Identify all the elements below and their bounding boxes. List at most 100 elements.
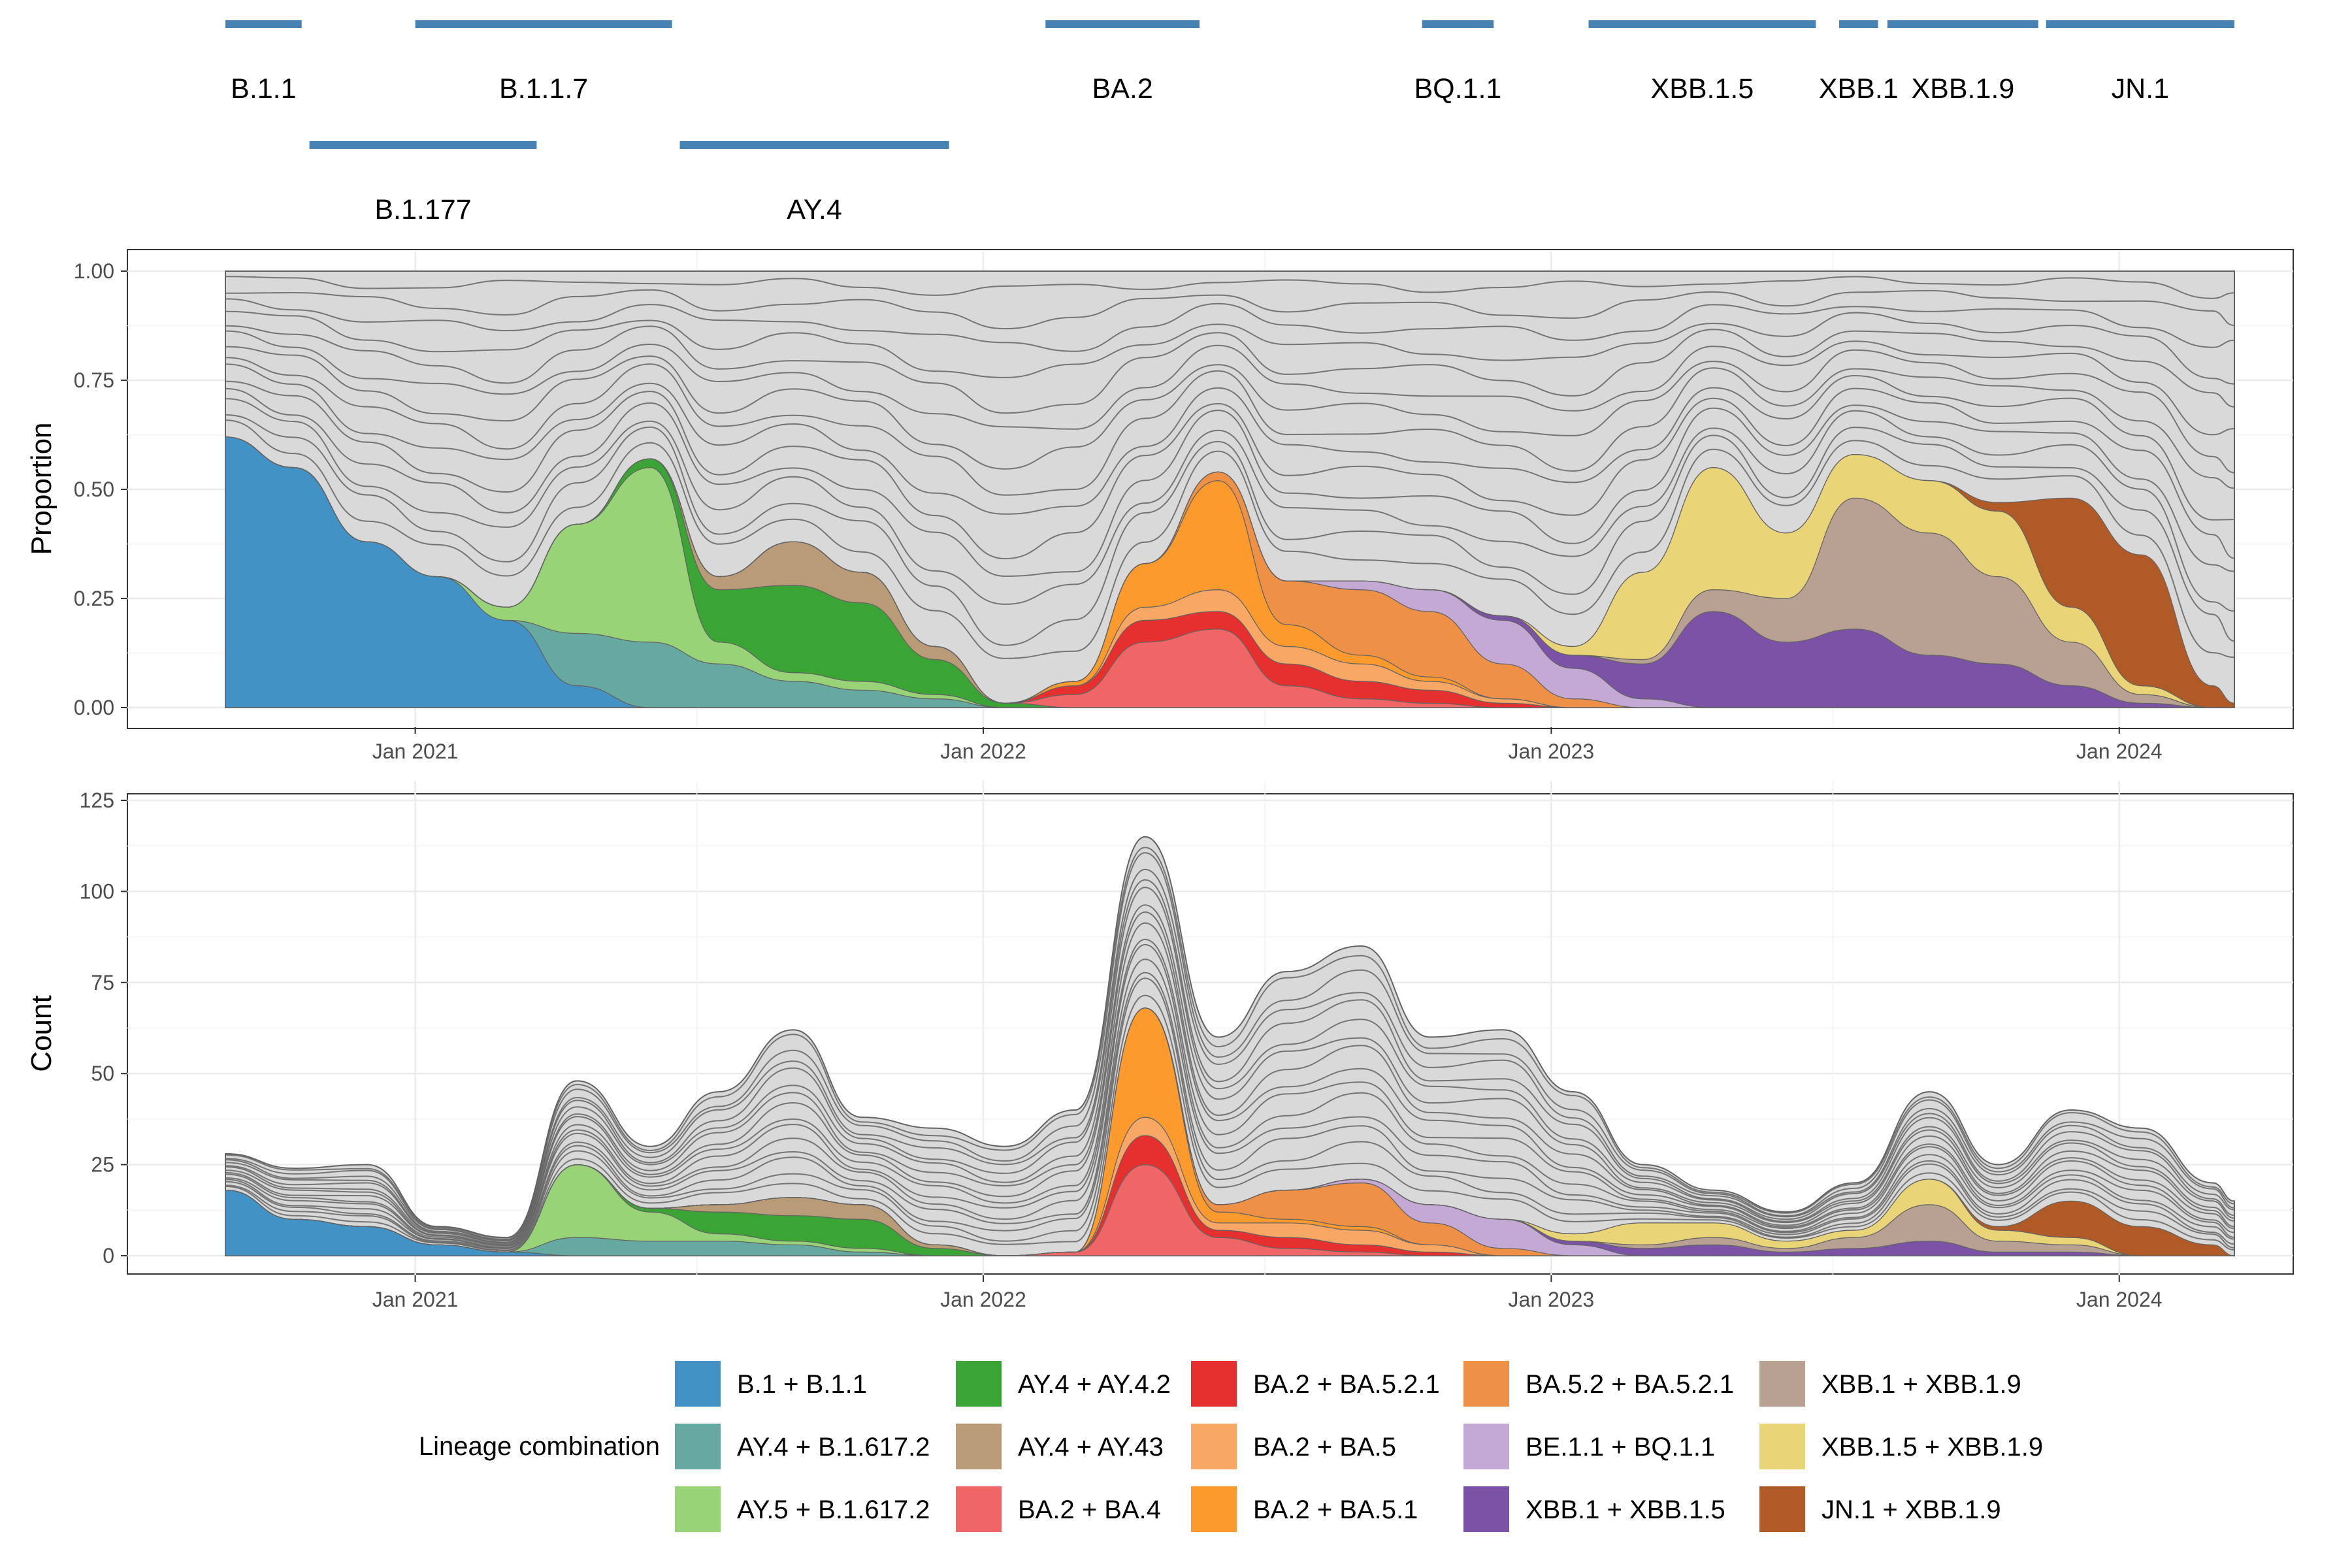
other-lineage-boundary (225, 887, 2235, 1243)
legend-swatch (675, 1486, 721, 1532)
timeline-label: B.1.1 (231, 73, 296, 105)
legend-swatch (1759, 1424, 1805, 1469)
other-lineage-boundary (225, 922, 2235, 1246)
timeline-bar-B.1.1 (225, 20, 302, 28)
legend-swatch (1759, 1361, 1805, 1407)
legend-label: XBB.1 + XBB.1.5 (1526, 1495, 1725, 1524)
series-area-JN.1 + XBB.1.9 (225, 1007, 2235, 1256)
timeline-bar-JN.1 (2046, 20, 2234, 28)
legend-swatch (675, 1424, 721, 1469)
other-lineage-boundary (225, 330, 2235, 436)
y-tick-label: 1.00 (74, 259, 114, 283)
timeline-bar-B.1.177 (309, 141, 537, 149)
x-tick-label: Jan 2022 (940, 1288, 1026, 1311)
other-lineage-boundary (225, 911, 2235, 1245)
x-tick-label: Jan 2024 (2076, 740, 2163, 763)
legend-label: BA.2 + BA.5.1 (1253, 1495, 1418, 1524)
y-tick-label: 0.00 (74, 696, 114, 719)
other-lineage-boundary (225, 276, 2235, 299)
other-lineage-boundary (225, 298, 2235, 352)
other-lineage-boundary (225, 977, 2235, 1251)
legend-swatch (1759, 1486, 1805, 1532)
legend-label: BA.2 + BA.5 (1253, 1433, 1396, 1462)
y-tick-label: 0.50 (74, 478, 114, 501)
other-lineage-boundary (225, 879, 2235, 1242)
legend-swatch (956, 1361, 1002, 1407)
legend-label: AY.4 + B.1.617.2 (737, 1433, 930, 1462)
legend-label: AY.4 + AY.4.2 (1018, 1370, 1171, 1399)
y-tick-label: 25 (91, 1153, 114, 1177)
y-tick-label: 100 (80, 879, 114, 903)
count-areas (225, 836, 2235, 1256)
other-lineage-boundary (225, 943, 2235, 1248)
legend: Lineage combination B.1 + B.1.1 AY.4 + B.… (419, 1361, 2043, 1532)
count-y-ticks: 0 25 50 75 100 125 (80, 789, 127, 1267)
timeline-label: BQ.1.1 (1414, 73, 1502, 105)
timeline-bar-BQ.1.1 (1422, 20, 1494, 28)
proportion-x-ticks: Jan 2021 Jan 2022 Jan 2023 Jan 2024 (372, 727, 2163, 763)
other-lineage-boundary (225, 419, 2235, 659)
other-lineage-boundary (225, 414, 2235, 646)
x-tick-label: Jan 2023 (1509, 740, 1595, 763)
y-tick-label: 0.75 (74, 368, 114, 392)
other-lineage-boundary (225, 363, 2235, 521)
legend-swatch (675, 1361, 721, 1407)
legend-label: XBB.1 + XBB.1.9 (1821, 1370, 2021, 1399)
other-lineage-boundary (225, 325, 2235, 414)
x-tick-label: Jan 2021 (372, 740, 459, 763)
y-tick-label: 75 (91, 971, 114, 994)
lineage-timeline: B.1.1 B.1.177 B.1.1.7 AY.4 BA.2 BQ.1.1 XBB.1.5… (225, 20, 2234, 225)
other-lineage-boundary (225, 904, 2235, 1244)
other-lineage-boundary (225, 357, 2235, 496)
legend-swatch (1191, 1361, 1237, 1407)
other-lineages-area (225, 836, 2235, 1256)
timeline-bar-B.1.1.7 (415, 20, 672, 28)
legend-swatch (1463, 1361, 1509, 1407)
legend-title: Lineage combination (419, 1432, 660, 1461)
proportion-y-ticks: 0.00 0.25 0.50 0.75 1.00 (74, 259, 127, 719)
x-tick-label: Jan 2024 (2076, 1288, 2163, 1311)
other-lineage-boundary (225, 972, 2235, 1250)
legend-label: BA.5.2 + BA.5.2.1 (1526, 1370, 1734, 1399)
other-lineage-boundary (225, 398, 2235, 612)
count-x-ticks: Jan 2021 Jan 2022 Jan 2023 Jan 2024 (372, 1275, 2163, 1311)
y-tick-label: 0 (103, 1244, 114, 1267)
legend-label: AY.5 + B.1.617.2 (737, 1495, 930, 1524)
legend-label: XBB.1.5 + XBB.1.9 (1821, 1433, 2043, 1462)
legend-label: JN.1 + XBB.1.9 (1821, 1495, 2001, 1524)
y-tick-label: 0.25 (74, 587, 114, 610)
legend-swatch (1191, 1424, 1237, 1469)
timeline-label: AY.4 (787, 194, 842, 225)
legend-label: BA.2 + BA.4 (1018, 1495, 1161, 1524)
other-lineage-boundary (225, 938, 2235, 1247)
legend-swatch (1191, 1486, 1237, 1532)
y-tick-label: 125 (80, 789, 114, 812)
timeline-bar-XBB.1 (1839, 20, 1878, 28)
legend-swatch (1463, 1486, 1509, 1532)
legend-label: BA.2 + BA.5.2.1 (1253, 1370, 1440, 1399)
timeline-label: JN.1 (2112, 73, 2169, 105)
proportion-y-axis-title: Proportion (25, 422, 57, 555)
legend-swatch (956, 1486, 1002, 1532)
other-lineage-boundary (225, 847, 2235, 1239)
legend-label: BE.1.1 + BQ.1.1 (1526, 1433, 1715, 1462)
series-area-JN.1 + XBB.1.9 (225, 436, 2235, 708)
x-tick-label: Jan 2021 (372, 1288, 459, 1311)
count-y-axis-title: Count (25, 995, 57, 1071)
timeline-label: XBB.1.5 (1651, 73, 1754, 105)
other-lineage-boundary (225, 387, 2235, 577)
legend-swatch (956, 1424, 1002, 1469)
other-lineage-boundary (225, 289, 2235, 330)
y-tick-label: 50 (91, 1062, 114, 1085)
timeline-label: BA.2 (1092, 73, 1153, 105)
timeline-label: XBB.1.9 (1911, 73, 2014, 105)
x-tick-label: Jan 2022 (940, 740, 1026, 763)
timeline-label: B.1.1.7 (499, 73, 588, 105)
other-lineage-boundary (225, 958, 2235, 1249)
other-lineage-boundary (225, 868, 2235, 1241)
proportion-panel: 0.000.250.500.751.00 Jan 2021 Jan 2022 Jan… (25, 249, 2294, 763)
timeline-label: B.1.177 (374, 194, 471, 225)
other-lineage-boundary (225, 994, 2235, 1252)
